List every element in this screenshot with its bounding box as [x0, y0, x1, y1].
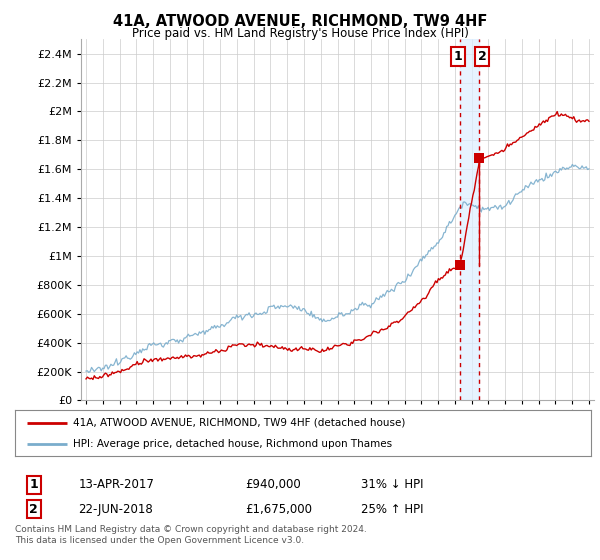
Text: £940,000: £940,000	[245, 478, 301, 492]
Bar	[460, 39, 479, 400]
Text: 31% ↓ HPI: 31% ↓ HPI	[361, 478, 423, 492]
Text: 22-JUN-2018: 22-JUN-2018	[79, 502, 153, 516]
Text: 25% ↑ HPI: 25% ↑ HPI	[361, 502, 423, 516]
Text: 2: 2	[478, 50, 487, 63]
Text: 1: 1	[29, 478, 38, 492]
Text: 41A, ATWOOD AVENUE, RICHMOND, TW9 4HF (detached house): 41A, ATWOOD AVENUE, RICHMOND, TW9 4HF (d…	[73, 418, 405, 428]
Text: 1: 1	[454, 50, 462, 63]
Text: £1,675,000: £1,675,000	[245, 502, 313, 516]
Text: Contains HM Land Registry data © Crown copyright and database right 2024.
This d: Contains HM Land Registry data © Crown c…	[15, 525, 367, 545]
Text: 41A, ATWOOD AVENUE, RICHMOND, TW9 4HF: 41A, ATWOOD AVENUE, RICHMOND, TW9 4HF	[113, 14, 487, 29]
Text: HPI: Average price, detached house, Richmond upon Thames: HPI: Average price, detached house, Rich…	[73, 439, 392, 449]
Text: 13-APR-2017: 13-APR-2017	[79, 478, 154, 492]
Text: 2: 2	[29, 502, 38, 516]
Text: Price paid vs. HM Land Registry's House Price Index (HPI): Price paid vs. HM Land Registry's House …	[131, 27, 469, 40]
